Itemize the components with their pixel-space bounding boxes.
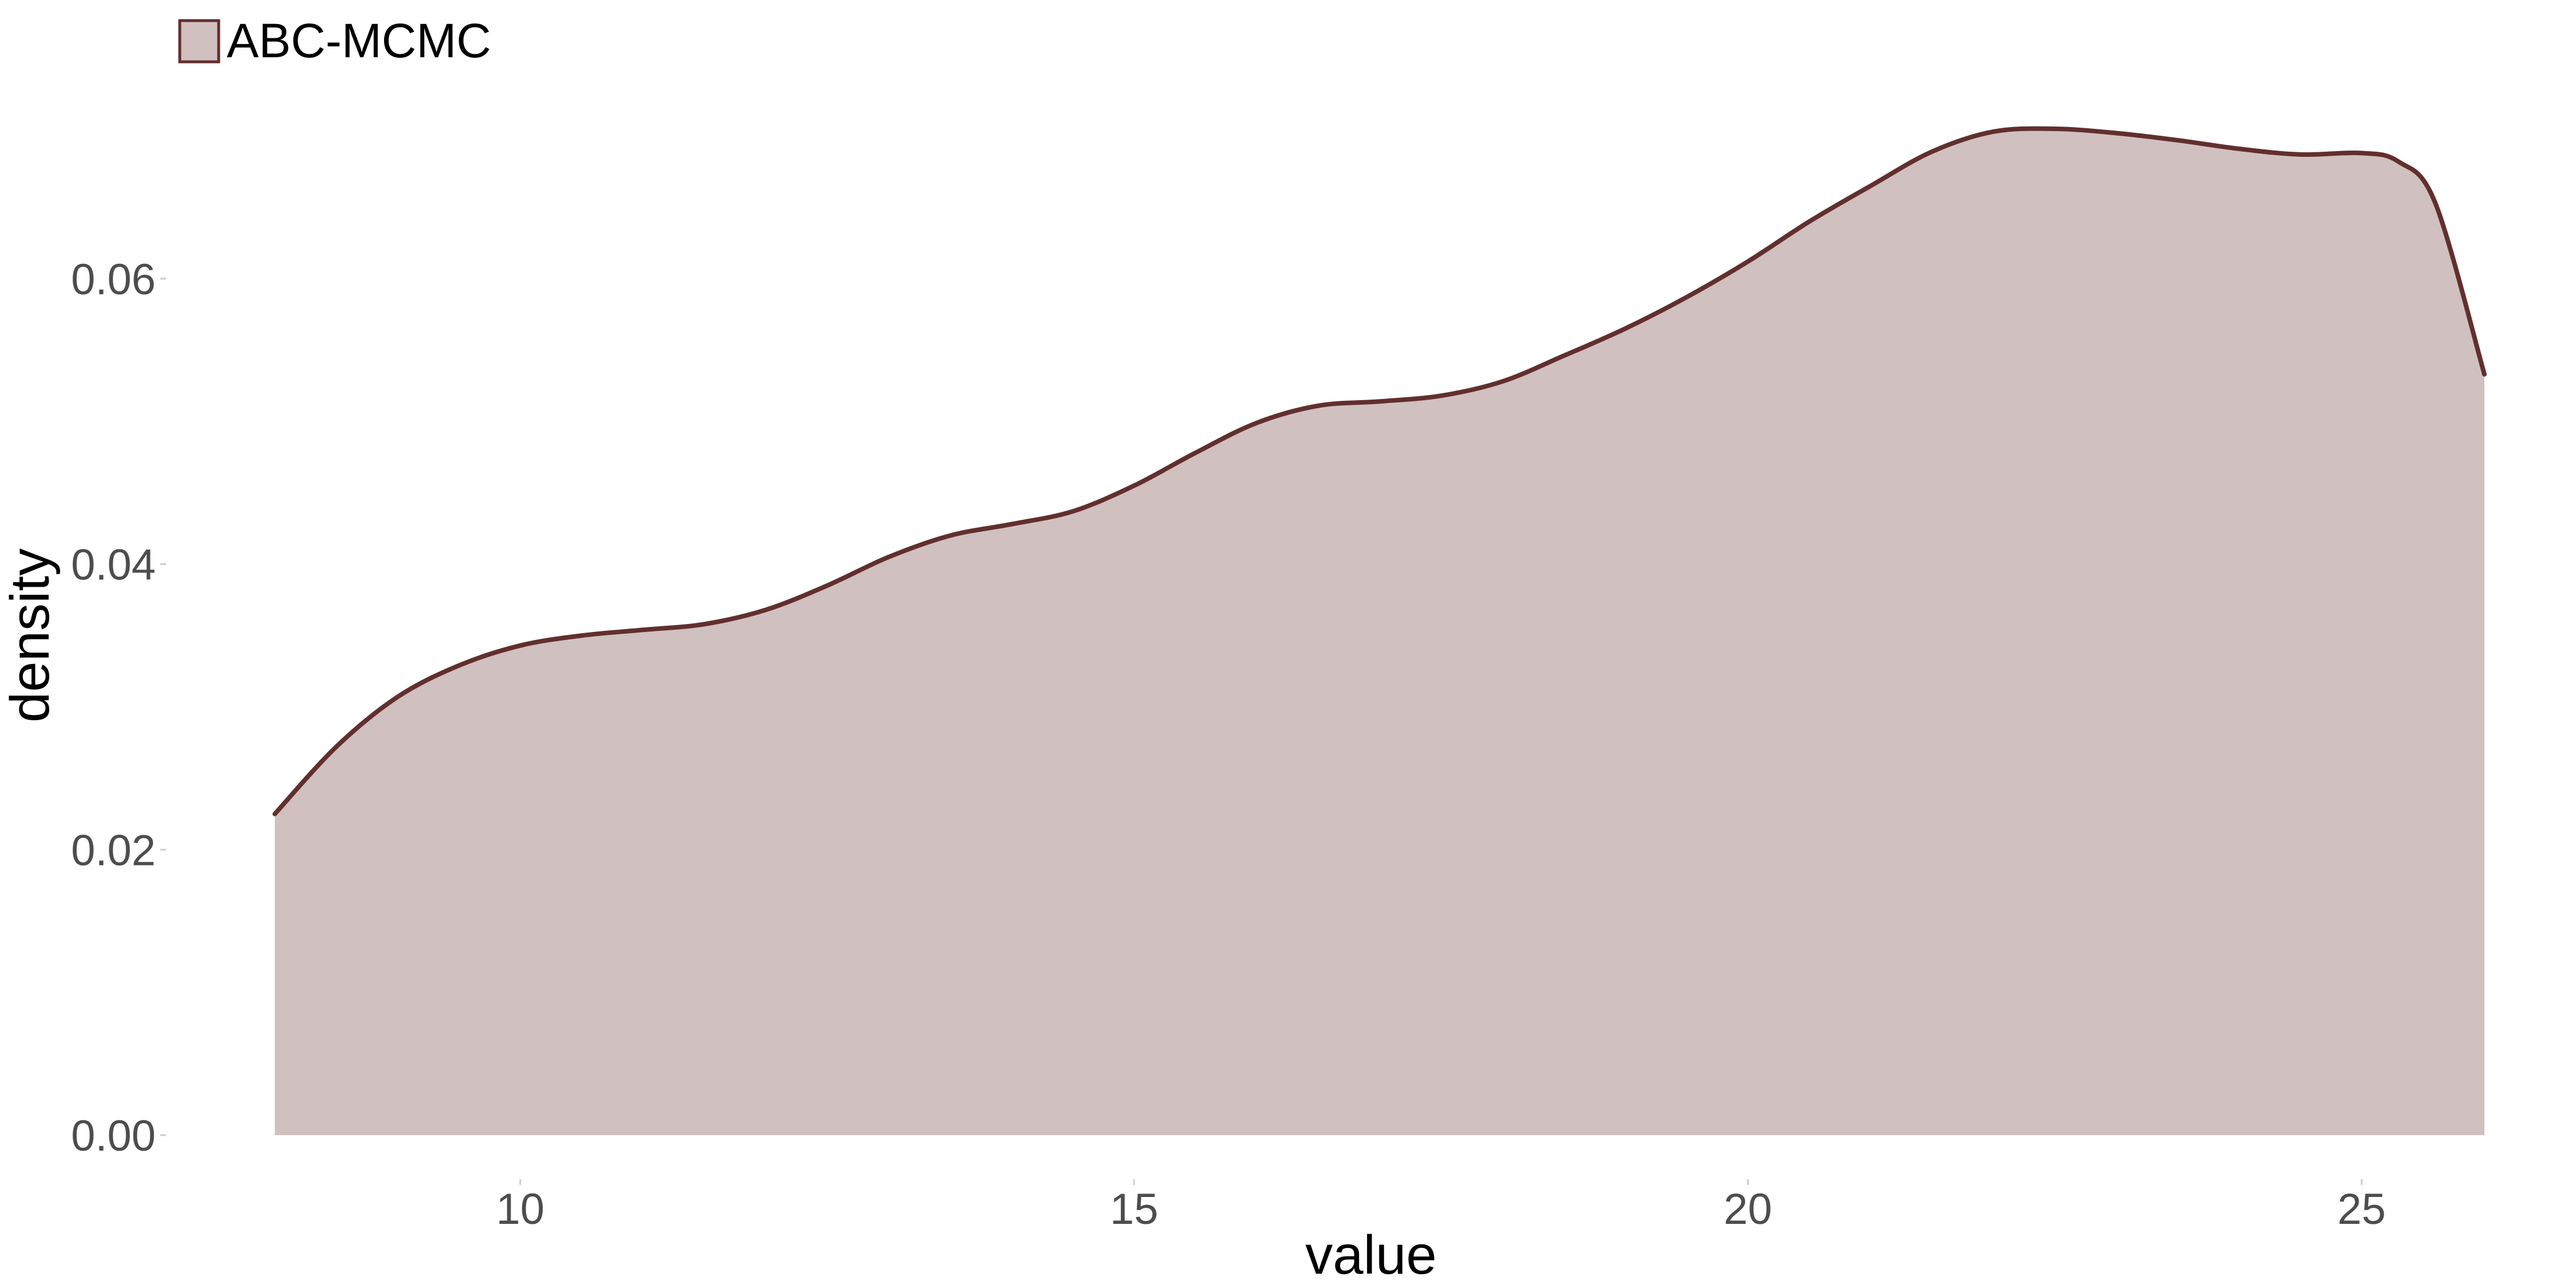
x-tick-label: 20 xyxy=(1724,1185,1772,1234)
x-tick-label: 10 xyxy=(496,1185,545,1234)
x-tick-label: 15 xyxy=(1110,1185,1159,1234)
density-area xyxy=(275,128,2484,1135)
legend-swatch xyxy=(178,19,220,64)
y-axis: 0.00 0.02 0.04 0.06 xyxy=(71,255,166,1160)
y-tick-label: 0.02 xyxy=(71,826,156,875)
x-axis-title: value xyxy=(1305,1224,1437,1286)
legend: ABC-MCMC xyxy=(178,14,491,68)
x-tick-label: 25 xyxy=(2337,1185,2386,1234)
legend-label: ABC-MCMC xyxy=(227,14,491,68)
plot-area xyxy=(272,126,2487,1135)
y-tick-label: 0.06 xyxy=(71,255,156,304)
y-tick-label: 0.00 xyxy=(71,1112,156,1160)
y-axis-title: density xyxy=(0,548,61,722)
x-axis: 10 15 20 25 xyxy=(496,1179,2386,1234)
y-tick-label: 0.04 xyxy=(71,541,156,590)
density-curve xyxy=(272,126,2487,816)
